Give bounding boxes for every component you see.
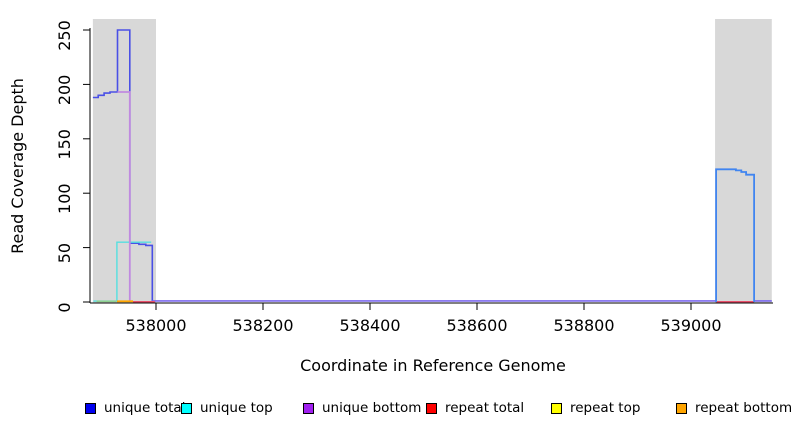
- left-repeat-region: [92, 19, 156, 303]
- coverage-series: [92, 29, 772, 303]
- legend-swatch: [551, 402, 562, 414]
- legend-item-unique-total: unique total: [85, 399, 185, 417]
- tick-label: 250: [55, 20, 74, 51]
- legend-label: repeat top: [570, 400, 641, 416]
- legend-item-repeat-total: repeat total: [426, 399, 524, 417]
- legend-label: repeat bottom: [695, 400, 792, 416]
- legend-label: unique top: [200, 400, 273, 416]
- tick-label: 538400: [339, 316, 400, 335]
- legend-swatch: [85, 402, 96, 414]
- tick-label: 538600: [446, 316, 507, 335]
- legend-label: unique bottom: [322, 400, 422, 416]
- legend-item-unique-top: unique top: [181, 399, 273, 417]
- tick-label: 150: [55, 129, 74, 160]
- tick-label: 200: [55, 75, 74, 106]
- y-axis-label: Read Coverage Depth: [8, 78, 27, 254]
- tick-label: 538200: [232, 316, 293, 335]
- tick-label: 539000: [660, 316, 721, 335]
- series-unique-bottom-visible-: [117, 91, 131, 302]
- series-unique-total-right-: [715, 168, 755, 302]
- x-axis-label: Coordinate in Reference Genome: [300, 356, 566, 375]
- tick-label: 100: [55, 183, 74, 214]
- repeat-region-bands: [92, 19, 772, 303]
- legend-swatch: [426, 402, 437, 414]
- tick-label: 0: [55, 302, 74, 312]
- legend-label: repeat total: [445, 400, 525, 416]
- legend-swatch: [303, 402, 314, 414]
- axes: 0 50 100 150 200 250 538000 538200 538400 538600 5…: [55, 20, 773, 335]
- chart-legend: unique total unique top unique bottom repea…: [0, 399, 792, 421]
- series-unique-total-left-: [92, 29, 154, 302]
- legend-label: unique total: [104, 400, 186, 416]
- right-repeat-region: [715, 19, 772, 303]
- legend-item-repeat-bottom: repeat bottom: [676, 399, 792, 417]
- legend-swatch: [181, 402, 192, 414]
- legend-swatch: [676, 402, 687, 414]
- tick-label: 50: [55, 243, 74, 263]
- legend-item-repeat-top: repeat top: [551, 399, 640, 417]
- tick-label: 538000: [125, 316, 186, 335]
- legend-item-unique-bottom: unique bottom: [303, 399, 421, 417]
- tick-label: 538800: [553, 316, 614, 335]
